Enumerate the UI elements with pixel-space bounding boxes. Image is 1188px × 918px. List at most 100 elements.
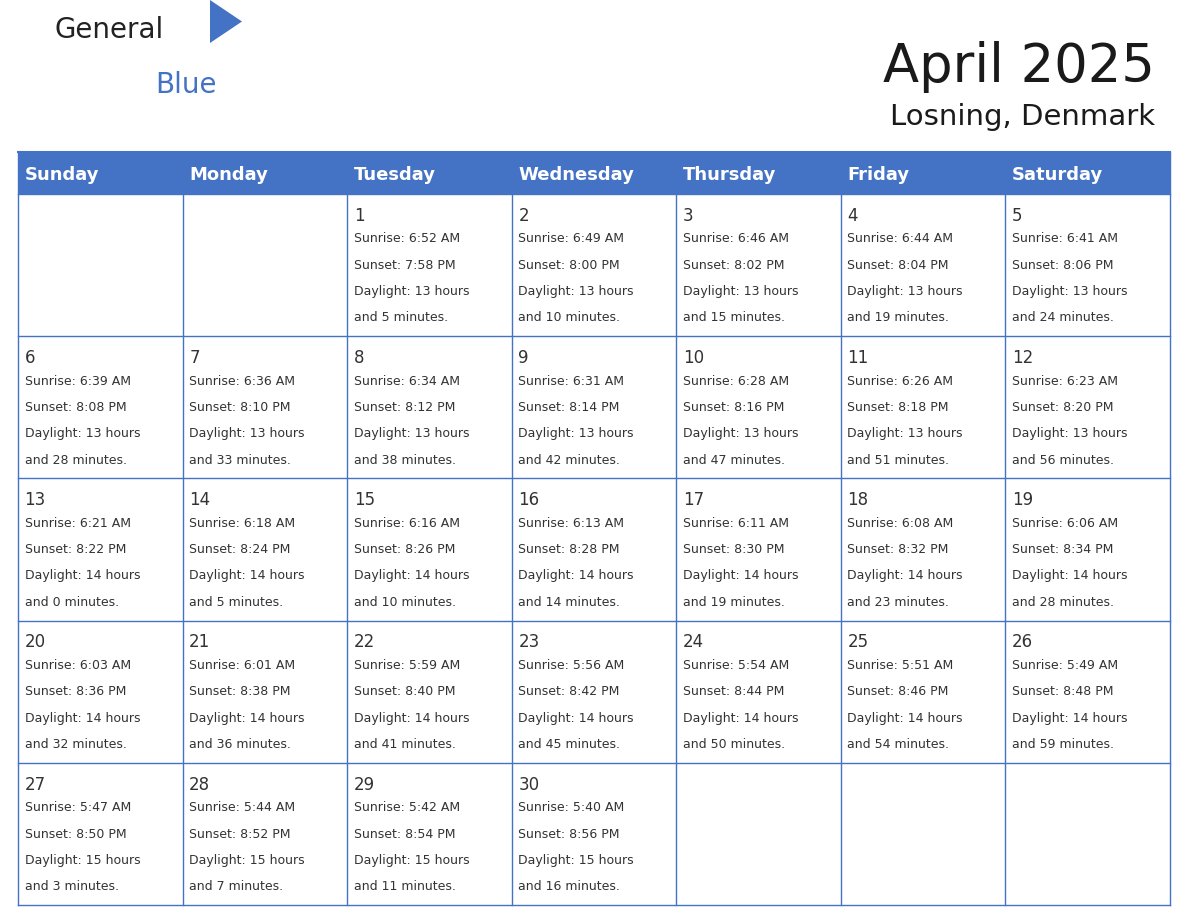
Text: Daylight: 14 hours: Daylight: 14 hours	[354, 711, 469, 724]
Text: Daylight: 14 hours: Daylight: 14 hours	[189, 711, 304, 724]
Bar	[676, 336, 841, 478]
Text: 21: 21	[189, 633, 210, 652]
Text: 29: 29	[354, 776, 375, 793]
Text: 14: 14	[189, 491, 210, 509]
Text: 3: 3	[683, 207, 694, 225]
Text: Sunset: 8:16 PM: Sunset: 8:16 PM	[683, 401, 784, 414]
Bar	[183, 763, 347, 905]
Text: and 50 minutes.: and 50 minutes.	[683, 738, 785, 751]
Text: and 56 minutes.: and 56 minutes.	[1012, 453, 1114, 466]
Text: and 28 minutes.: and 28 minutes.	[25, 453, 127, 466]
Text: and 15 minutes.: and 15 minutes.	[683, 311, 785, 324]
Bar	[676, 763, 841, 905]
Bar	[183, 336, 347, 478]
Text: 13: 13	[25, 491, 46, 509]
Text: Sunset: 8:08 PM: Sunset: 8:08 PM	[25, 401, 126, 414]
Text: Sunrise: 6:28 AM: Sunrise: 6:28 AM	[683, 375, 789, 387]
Bar	[18, 194, 183, 336]
Text: Saturday: Saturday	[1012, 166, 1104, 185]
Text: Sunrise: 6:21 AM: Sunrise: 6:21 AM	[25, 517, 131, 530]
Text: Sunset: 8:42 PM: Sunset: 8:42 PM	[518, 686, 620, 699]
Text: and 5 minutes.: and 5 minutes.	[189, 596, 283, 609]
Text: Sunrise: 6:23 AM: Sunrise: 6:23 AM	[1012, 375, 1118, 387]
Bar	[183, 478, 347, 621]
Text: and 47 minutes.: and 47 minutes.	[683, 453, 785, 466]
Text: 16: 16	[518, 491, 539, 509]
Text: and 10 minutes.: and 10 minutes.	[354, 596, 456, 609]
Text: 10: 10	[683, 349, 704, 367]
Bar	[512, 621, 676, 763]
Bar	[676, 194, 841, 336]
Text: Sunrise: 5:44 AM: Sunrise: 5:44 AM	[189, 801, 296, 814]
Text: and 14 minutes.: and 14 minutes.	[518, 596, 620, 609]
Text: and 41 minutes.: and 41 minutes.	[354, 738, 456, 751]
Text: 17: 17	[683, 491, 704, 509]
Bar	[841, 478, 1005, 621]
Bar	[1005, 621, 1170, 763]
Text: Sunset: 8:18 PM: Sunset: 8:18 PM	[847, 401, 949, 414]
Text: Sunset: 8:56 PM: Sunset: 8:56 PM	[518, 827, 620, 841]
Text: Friday: Friday	[847, 166, 910, 185]
Text: 11: 11	[847, 349, 868, 367]
Text: and 54 minutes.: and 54 minutes.	[847, 738, 949, 751]
Bar	[512, 478, 676, 621]
Text: 25: 25	[847, 633, 868, 652]
Text: 28: 28	[189, 776, 210, 793]
Bar	[1005, 763, 1170, 905]
Text: Sunrise: 6:26 AM: Sunrise: 6:26 AM	[847, 375, 954, 387]
Text: Daylight: 15 hours: Daylight: 15 hours	[518, 854, 634, 867]
Text: Sunrise: 6:03 AM: Sunrise: 6:03 AM	[25, 659, 131, 672]
Text: Sunrise: 6:49 AM: Sunrise: 6:49 AM	[518, 232, 625, 245]
Text: Sunrise: 6:31 AM: Sunrise: 6:31 AM	[518, 375, 625, 387]
Text: Sunset: 8:06 PM: Sunset: 8:06 PM	[1012, 259, 1113, 272]
Text: and 5 minutes.: and 5 minutes.	[354, 311, 448, 324]
Text: 5: 5	[1012, 207, 1023, 225]
Text: 24: 24	[683, 633, 704, 652]
Text: Daylight: 13 hours: Daylight: 13 hours	[354, 285, 469, 298]
Text: Sunrise: 6:46 AM: Sunrise: 6:46 AM	[683, 232, 789, 245]
Bar	[347, 336, 512, 478]
Text: Sunset: 8:02 PM: Sunset: 8:02 PM	[683, 259, 784, 272]
Bar	[676, 621, 841, 763]
Text: Daylight: 14 hours: Daylight: 14 hours	[847, 569, 963, 582]
Text: Daylight: 13 hours: Daylight: 13 hours	[518, 285, 633, 298]
Bar	[347, 194, 512, 336]
Text: Daylight: 13 hours: Daylight: 13 hours	[847, 427, 963, 441]
Text: 8: 8	[354, 349, 365, 367]
Text: Daylight: 13 hours: Daylight: 13 hours	[683, 427, 798, 441]
Text: 20: 20	[25, 633, 45, 652]
Text: Sunrise: 5:49 AM: Sunrise: 5:49 AM	[1012, 659, 1118, 672]
Bar	[512, 763, 676, 905]
Text: Sunrise: 6:36 AM: Sunrise: 6:36 AM	[189, 375, 295, 387]
Text: Daylight: 14 hours: Daylight: 14 hours	[189, 569, 304, 582]
Bar	[841, 763, 1005, 905]
Text: and 42 minutes.: and 42 minutes.	[518, 453, 620, 466]
Text: Daylight: 13 hours: Daylight: 13 hours	[847, 285, 963, 298]
Bar	[512, 336, 676, 478]
Text: and 16 minutes.: and 16 minutes.	[518, 880, 620, 893]
Text: Daylight: 15 hours: Daylight: 15 hours	[25, 854, 140, 867]
Text: 22: 22	[354, 633, 375, 652]
Text: and 10 minutes.: and 10 minutes.	[518, 311, 620, 324]
Text: and 45 minutes.: and 45 minutes.	[518, 738, 620, 751]
Text: Daylight: 14 hours: Daylight: 14 hours	[25, 569, 140, 582]
Text: 18: 18	[847, 491, 868, 509]
Text: 2: 2	[518, 207, 529, 225]
Text: Daylight: 14 hours: Daylight: 14 hours	[683, 569, 798, 582]
Bar	[512, 194, 676, 336]
Text: 7: 7	[189, 349, 200, 367]
Text: Daylight: 15 hours: Daylight: 15 hours	[354, 854, 469, 867]
Text: Blue: Blue	[154, 71, 216, 99]
Bar	[18, 336, 183, 478]
Text: Sunrise: 6:41 AM: Sunrise: 6:41 AM	[1012, 232, 1118, 245]
Text: and 19 minutes.: and 19 minutes.	[847, 311, 949, 324]
Text: Sunrise: 6:01 AM: Sunrise: 6:01 AM	[189, 659, 296, 672]
Text: Sunrise: 5:42 AM: Sunrise: 5:42 AM	[354, 801, 460, 814]
Text: Daylight: 14 hours: Daylight: 14 hours	[683, 711, 798, 724]
Text: Sunset: 8:04 PM: Sunset: 8:04 PM	[847, 259, 949, 272]
Text: Sunset: 8:10 PM: Sunset: 8:10 PM	[189, 401, 291, 414]
Text: Sunset: 8:48 PM: Sunset: 8:48 PM	[1012, 686, 1113, 699]
Text: April 2025: April 2025	[883, 41, 1155, 93]
Text: Sunset: 8:54 PM: Sunset: 8:54 PM	[354, 827, 455, 841]
Bar	[347, 763, 512, 905]
